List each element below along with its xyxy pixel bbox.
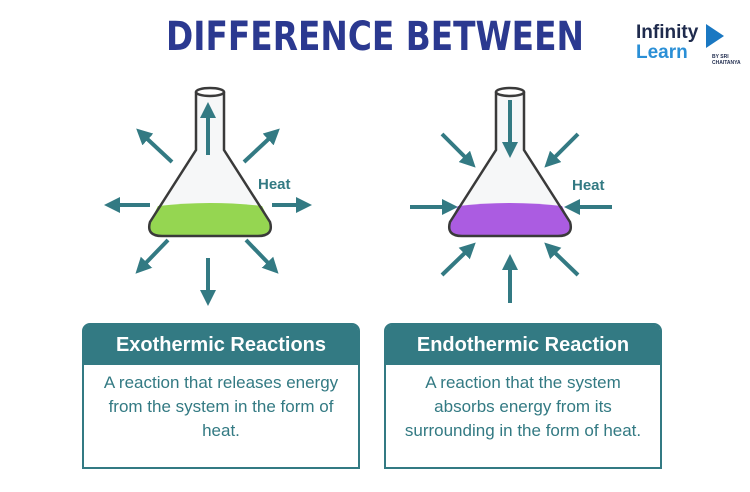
page-title: DIFFERENCE BETWEEN: [166, 14, 584, 60]
chevron-logo-icon: [706, 24, 724, 48]
endo-heat-label: Heat: [572, 177, 605, 194]
flask-outline: [448, 92, 572, 238]
flask-mouth: [194, 86, 226, 98]
logo-line1: Infinity: [636, 22, 699, 43]
liquid: [149, 203, 271, 236]
exothermic-card: Exothermic Reactions A reaction that rel…: [82, 323, 360, 469]
endothermic-card: Endothermic Reaction A reaction that the…: [384, 323, 662, 469]
heat-arrow: [440, 242, 476, 277]
flask-mouth: [494, 86, 526, 98]
exothermic-heading: Exothermic Reactions: [84, 325, 358, 365]
exothermic-flask: [148, 86, 272, 238]
exothermic-heat-arrows: [104, 102, 312, 306]
exothermic-description: A reaction that releases energy from the…: [103, 373, 339, 440]
endothermic-description: A reaction that the system absorbs energ…: [404, 373, 642, 440]
logo-line2: Learn: [636, 42, 688, 63]
infinity-learn-logo: Infinity Learn BY SRI CHAITANYA: [636, 22, 746, 72]
heat-arrow: [242, 128, 280, 164]
liquid: [449, 203, 571, 236]
exo-heat-label: Heat: [258, 176, 291, 193]
heat-arrow: [544, 132, 580, 168]
heat-arrow: [544, 242, 580, 277]
endothermic-heat-arrows: [410, 100, 612, 303]
heat-arrow: [135, 238, 170, 274]
heat-arrow: [136, 128, 174, 164]
heat-arrow: [440, 132, 476, 168]
logo-tagline: BY SRI CHAITANYA: [712, 54, 741, 66]
heat-arrow: [244, 238, 279, 274]
endothermic-heading: Endothermic Reaction: [386, 325, 660, 365]
endothermic-flask: [448, 86, 572, 238]
flask-outline: [148, 92, 272, 238]
